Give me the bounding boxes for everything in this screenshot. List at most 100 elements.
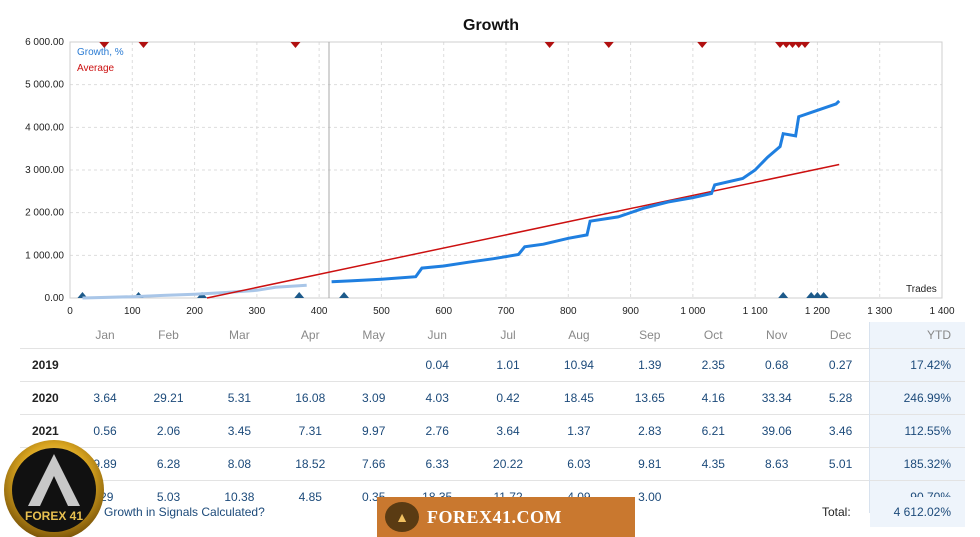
drawdown-marker [697,42,708,48]
x-tick-label: 200 [186,306,203,317]
month-value-cell: 3.64 [472,414,544,448]
month-header: Mar [229,328,250,342]
month-value-cell: 5.31 [203,381,275,415]
ytd-cell: 246.99% [869,381,965,415]
table-row: 2019 0.04 1.01 10.94 1.39 2.35 0.68 0.27 17.42% [20,348,965,382]
month-value-cell: 2.35 [685,348,742,382]
x-tick-label: 1 200 [805,306,830,317]
month-value-cell: 0.68 [741,348,813,382]
month-value-cell: 16.08 [274,381,346,415]
month-value-cell: 4.16 [685,381,742,415]
ytd-cell: 17.42% [869,348,965,382]
x-tick-label: 300 [249,306,266,317]
month-value-cell: 9.81 [614,447,686,481]
y-axis: 0.00 1 000.00 2 000.00 3 000.00 4 000.00 5 00… [25,37,64,304]
growth-rows: 2019 0.04 1.01 10.94 1.39 2.35 0.68 0.27 17.42% 2… [20,348,965,513]
month-value-cell: 3.09 [345,381,402,415]
y-tick-label: 5 000.00 [25,80,64,91]
deposit-marker [294,292,305,298]
ytd-header: YTD [869,322,965,349]
y-tick-label: 6 000.00 [25,37,64,48]
chart-lines [82,99,841,300]
month-value-cell: 4.03 [401,381,473,415]
month-value-cell: 8.08 [203,447,275,481]
month-value-cell: 33.34 [741,381,813,415]
year-cell: 2020 [20,381,77,415]
average-line [206,163,840,299]
x-tick-label: 1 400 [929,306,954,317]
month-value-cell: 5.03 [133,480,204,513]
faq-link[interactable]: Growth in Signals Calculated? [104,505,265,519]
y-tick-label: 2 000.00 [25,208,64,219]
ytd-cell: 185.32% [869,447,965,481]
x-tick-label: 0 [67,306,73,317]
total-value: 4 612.02% [870,497,965,527]
x-tick-label: 800 [560,306,577,317]
month-value-cell: 18.52 [274,447,346,481]
month-value-cell: 2.83 [614,414,686,448]
month-header: Nov [766,328,788,342]
y-tick-label: 0.00 [45,293,65,304]
month-value-cell: 3.45 [203,414,275,448]
total-label: Total: [822,505,851,519]
forex41-banner[interactable]: ▲ FOREX41.COM [377,497,635,537]
x-tick-label: 400 [311,306,328,317]
month-value-cell: 7.31 [274,414,346,448]
growth-chart: Growth 0.00 1 000.00 2 000.00 3 000.00 4 000… [25,17,955,317]
drawdown-marker [544,42,555,48]
banner-text: FOREX41.COM [427,506,562,527]
month-value-cell: 29.21 [133,381,204,415]
monthly-growth-table: Jan Feb Mar Apr May Jun Jul Aug Sep Oct Nov Dec YTD … [20,322,965,513]
month-header: Aug [568,328,590,342]
table-row: 2021 0.56 2.06 3.45 7.31 9.97 2.76 3.64 1.37 2.83… [20,414,965,448]
month-value-cell: 8.63 [741,447,813,481]
month-value-cell [345,348,402,382]
month-value-cell: 18.45 [543,381,615,415]
month-value-cell: 0.27 [812,348,870,382]
x-tick-label: 700 [498,306,515,317]
month-header-row: Jan Feb Mar Apr May Jun Jul Aug Sep Oct Nov Dec YTD [20,322,965,349]
month-value-cell: 1.37 [543,414,615,448]
month-value-cell: 5.28 [812,381,870,415]
month-value-cell: 9.97 [345,414,402,448]
drawdown-marker [99,42,110,48]
x-axis: 0 100 200 300 400 500 600 700 800 900 1 000 1 100 1 … [67,306,955,317]
month-value-cell: 0.56 [77,414,134,448]
table-row: 2020 3.64 29.21 5.31 16.08 3.09 4.03 0.42 18.45 1… [20,381,965,415]
deposit-marker [818,292,829,298]
month-header: May [362,328,386,342]
month-value-cell: 3.46 [812,414,870,448]
month-header: Jul [500,328,516,342]
footer: Growth in Signals Calculated? ▲ FOREX41.… [0,497,980,537]
legend-growth: Growth, % [77,47,124,58]
x-tick-label: 100 [124,306,141,317]
month-value-cell: 4.35 [685,447,742,481]
y-tick-label: 1 000.00 [25,250,64,261]
y-tick-label: 4 000.00 [25,122,64,133]
month-value-cell: 6.03 [543,447,615,481]
x-tick-label: 900 [622,306,639,317]
month-value-cell: 1.01 [472,348,544,382]
month-value-cell [274,348,346,382]
growth-line [331,99,841,284]
month-value-cell [685,480,742,513]
month-value-cell: 7.66 [345,447,402,481]
x-tick-label: 1 100 [743,306,768,317]
month-header: Oct [703,328,723,342]
month-value-cell: 3.64 [77,381,134,415]
forex41-corner-logo-icon: FOREX 41 [4,440,104,537]
x-tick-label: 1 000 [680,306,705,317]
month-value-cell: 10.38 [203,480,275,513]
month-value-cell: 20.22 [472,447,544,481]
month-value-cell: 3.00 [614,480,686,513]
month-header: Dec [829,328,852,342]
x-tick-label: 1 300 [867,306,892,317]
month-value-cell [741,480,813,513]
month-value-cell: 10.94 [543,348,615,382]
month-value-cell: 2.76 [401,414,473,448]
month-header: Sep [639,328,661,342]
x-tick-label: 600 [435,306,452,317]
deposit-marker [339,292,350,298]
x-tick-label: 500 [373,306,390,317]
deposit-marker [778,292,789,298]
